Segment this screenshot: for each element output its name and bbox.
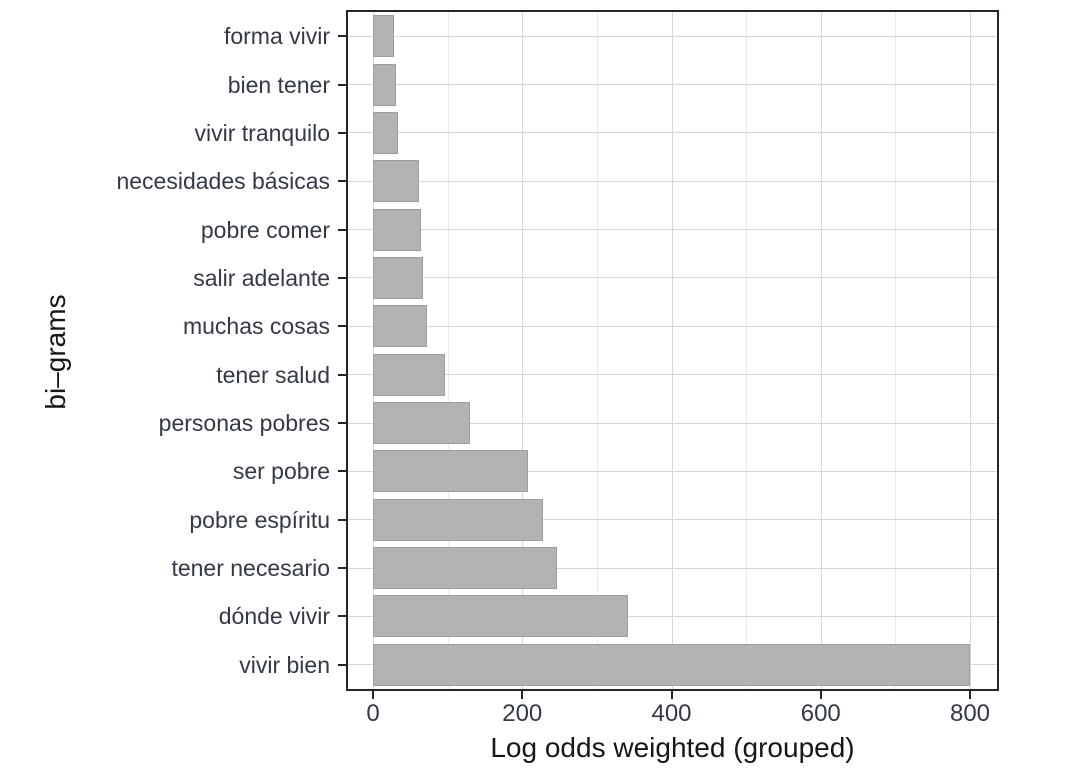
y-tick-label: dónde vivir	[218, 603, 330, 630]
y-tick-mark	[338, 567, 346, 570]
h-gridline	[348, 422, 997, 424]
x-tick-label: 600	[800, 700, 841, 727]
y-tick-label: tener salud	[216, 361, 330, 388]
y-tick-label: vivir tranquilo	[194, 119, 331, 146]
bar-bien-tener	[373, 63, 397, 106]
y-tick-mark	[338, 325, 346, 328]
y-tick-mark	[338, 35, 346, 38]
plot-panel	[346, 10, 999, 691]
h-gridline	[348, 325, 997, 327]
x-tick-mark	[372, 691, 374, 699]
y-tick-mark	[338, 615, 346, 618]
h-gridline	[348, 374, 997, 376]
h-gridline	[348, 277, 997, 279]
x-tick-label: 200	[502, 700, 543, 727]
y-tick-mark	[338, 276, 346, 279]
y-tick-label: necesidades básicas	[116, 168, 330, 195]
h-gridline	[348, 567, 997, 569]
bar-necesidades-básicas	[373, 160, 420, 203]
y-tick-mark	[338, 228, 346, 231]
y-tick-label: pobre comer	[200, 216, 330, 243]
bar-dónde-vivir	[373, 595, 629, 638]
bar-personas-pobres	[373, 402, 470, 445]
h-gridline	[348, 470, 997, 472]
h-gridline	[348, 615, 997, 617]
bar-pobre-espíritu	[373, 498, 544, 541]
h-gridline	[348, 180, 997, 182]
v-gridline-minor	[596, 12, 598, 689]
v-gridline-major	[522, 12, 524, 689]
bar-pobre-comer	[373, 208, 421, 251]
y-tick-label: forma vivir	[223, 23, 330, 50]
bar-ser-pobre	[373, 450, 529, 493]
h-gridline	[348, 132, 997, 134]
v-gridline-major	[373, 12, 374, 689]
bar-salir-adelante	[373, 256, 423, 299]
x-axis-title: Log odds weighted (grouped)	[490, 732, 855, 763]
bar-vivir-tranquilo	[373, 111, 399, 154]
y-tick-label: bien tener	[227, 71, 330, 98]
y-tick-mark	[338, 131, 346, 134]
bar-muchas-cosas	[373, 305, 428, 348]
y-tick-mark	[338, 518, 346, 521]
y-tick-mark	[338, 373, 346, 376]
x-tick-label: 400	[651, 700, 692, 727]
y-tick-mark	[338, 422, 346, 425]
h-gridline	[348, 229, 997, 231]
h-gridline	[348, 519, 997, 521]
v-gridline-minor	[746, 12, 748, 689]
y-tick-label: ser pobre	[232, 458, 330, 485]
v-gridline-major	[970, 12, 971, 689]
x-tick-label: 800	[949, 700, 991, 727]
v-gridline-minor	[895, 12, 897, 689]
bar-tener-necesario	[373, 547, 557, 590]
h-gridline	[348, 84, 997, 86]
y-tick-label: personas pobres	[158, 410, 330, 437]
v-gridline-major	[820, 12, 822, 689]
x-tick-mark	[670, 691, 673, 699]
bar-tener-salud	[373, 353, 445, 396]
x-tick-label: 0	[366, 700, 380, 727]
y-tick-mark	[338, 663, 346, 666]
y-tick-label: tener necesario	[171, 555, 330, 582]
y-tick-mark	[338, 83, 346, 86]
y-tick-label: pobre espíritu	[189, 506, 330, 533]
h-gridline	[348, 35, 997, 37]
x-tick-mark	[819, 691, 822, 699]
bar-forma-vivir	[373, 15, 394, 58]
y-tick-label: salir adelante	[193, 264, 330, 291]
bar-vivir-bien	[373, 643, 970, 686]
y-tick-label: muchas cosas	[182, 313, 330, 340]
y-tick-mark	[338, 180, 346, 183]
x-tick-mark	[521, 691, 524, 699]
x-tick-mark	[969, 691, 971, 699]
v-gridline-major	[671, 12, 673, 689]
v-gridline-minor	[447, 12, 449, 689]
y-axis-title: bi–grams	[40, 294, 71, 410]
y-tick-mark	[338, 470, 346, 473]
y-tick-label: vivir bien	[239, 651, 330, 678]
